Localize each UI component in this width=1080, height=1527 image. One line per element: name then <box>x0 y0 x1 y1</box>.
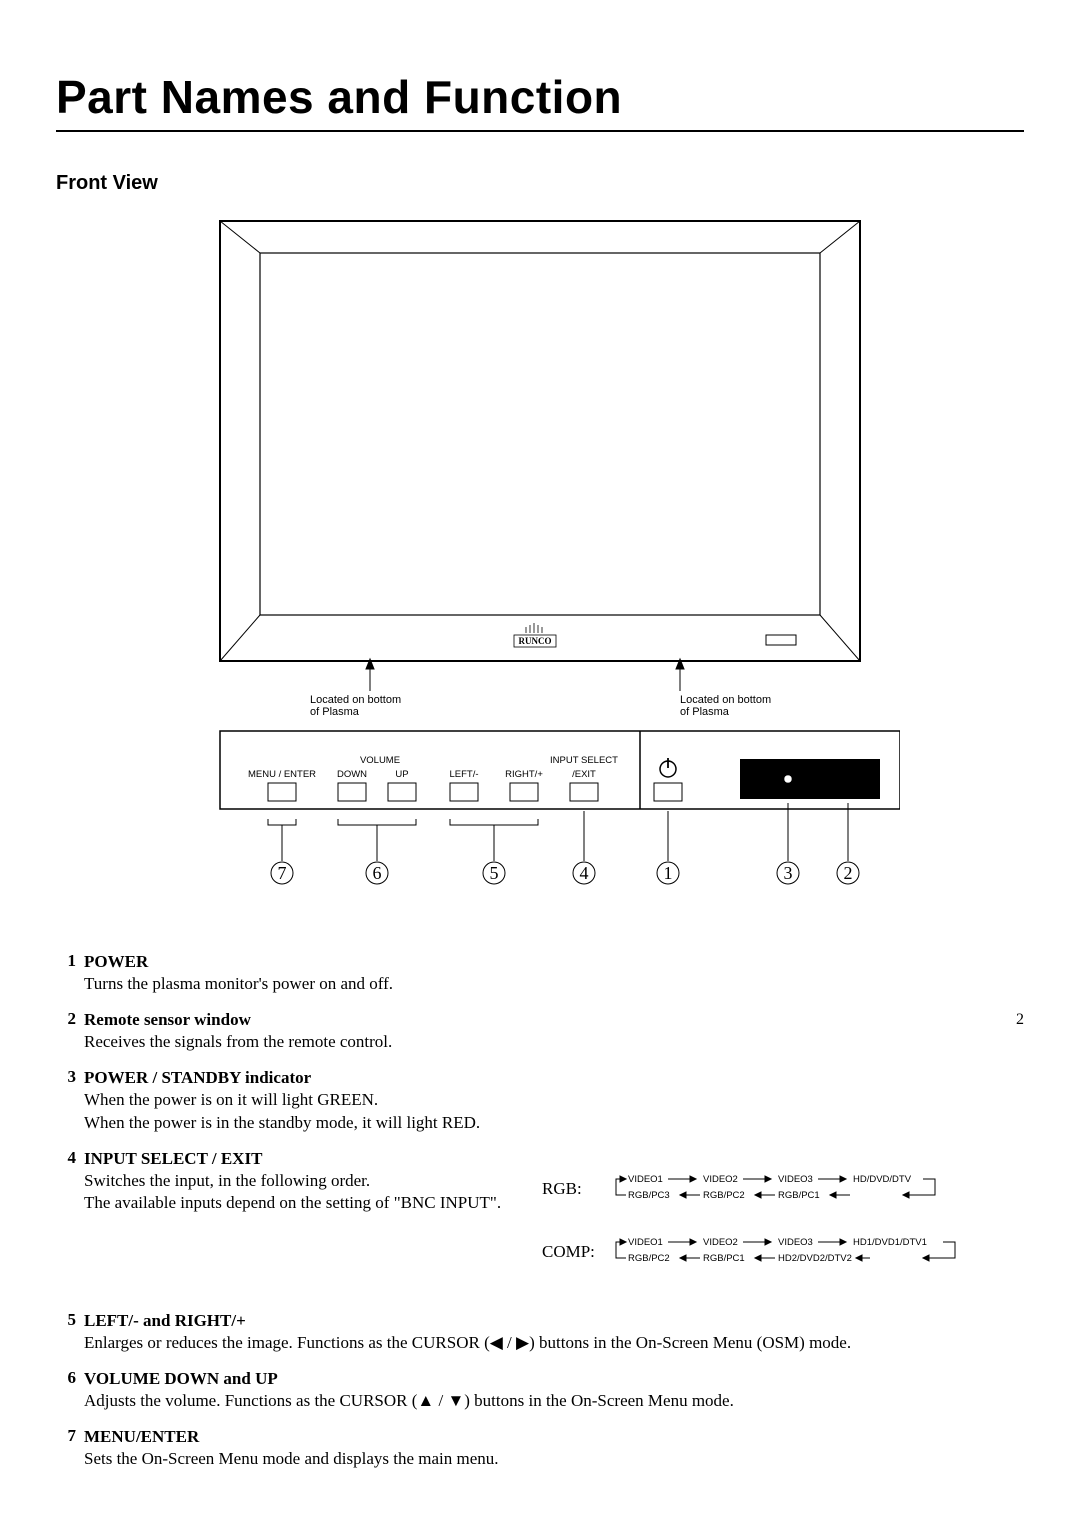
sequence-label: COMP: <box>542 1242 608 1262</box>
sequence-block: RGB: VIDEO1 VIDEO2 VIDEO3 HD/DVD/DTV RGB… <box>542 1170 988 1296</box>
item-6: 6 VOLUME DOWN and UP Adjusts the volume.… <box>56 1368 988 1412</box>
svg-text:2: 2 <box>844 863 853 883</box>
note-right: Located on bottom of Plasma <box>680 694 774 718</box>
svg-text:VIDEO2: VIDEO2 <box>703 1174 738 1185</box>
page-number: 2 <box>1016 1011 1024 1484</box>
item-label: MENU/ENTER <box>84 1426 988 1448</box>
item-number: 2 <box>56 1009 76 1053</box>
item-desc: Sets the On-Screen Menu mode and display… <box>84 1448 988 1470</box>
callout-lines <box>268 803 848 861</box>
svg-text:RIGHT/+: RIGHT/+ <box>505 769 543 780</box>
svg-text:RGB/PC1: RGB/PC1 <box>778 1190 820 1201</box>
item-number: 7 <box>56 1426 76 1470</box>
svg-text:LEFT/-: LEFT/- <box>449 769 478 780</box>
power-icon <box>660 758 676 777</box>
svg-text:VIDEO3: VIDEO3 <box>778 1174 813 1185</box>
svg-text:VIDEO3: VIDEO3 <box>778 1237 813 1248</box>
section-heading: Front View <box>56 172 1024 195</box>
svg-text:VIDEO1: VIDEO1 <box>628 1174 663 1185</box>
item-number: 1 <box>56 951 76 995</box>
item-4: 4 INPUT SELECT / EXIT Switches the input… <box>56 1148 988 1296</box>
note-left: Located on bottom of Plasma <box>310 694 404 718</box>
svg-text:1: 1 <box>664 863 673 883</box>
sensor-block <box>740 759 880 799</box>
sequence-comp: COMP: VIDEO1 VIDEO2 VIDEO3 HD1/DVD1/DTV1… <box>542 1233 988 1272</box>
tv-bezel <box>220 221 860 661</box>
item-desc: When the power is on it will light GREEN… <box>84 1089 988 1133</box>
item-3: 3 POWER / STANDBY indicator When the pow… <box>56 1067 988 1133</box>
front-view-diagram: RUNCO Located on bottom of Plasma Locate… <box>56 211 1024 911</box>
svg-text:RGB/PC2: RGB/PC2 <box>703 1190 745 1201</box>
panel-labels: MENU / ENTER VOLUME DOWN UP LEFT/- RIGHT… <box>248 755 618 780</box>
item-7: 7 MENU/ENTER Sets the On-Screen Menu mod… <box>56 1426 988 1470</box>
svg-text:VIDEO2: VIDEO2 <box>703 1237 738 1248</box>
item-label: LEFT/- and RIGHT/+ <box>84 1310 988 1332</box>
svg-text:RGB/PC1: RGB/PC1 <box>703 1253 745 1264</box>
svg-text:3: 3 <box>784 863 793 883</box>
leader-lines <box>366 659 684 691</box>
svg-text:VIDEO1: VIDEO1 <box>628 1237 663 1248</box>
item-label: VOLUME DOWN and UP <box>84 1368 988 1390</box>
svg-text:7: 7 <box>278 863 287 883</box>
svg-text:HD/DVD/DTV: HD/DVD/DTV <box>853 1174 912 1185</box>
svg-text:5: 5 <box>490 863 499 883</box>
svg-text:INPUT SELECT: INPUT SELECT <box>550 755 618 766</box>
power-button <box>654 783 682 801</box>
brand-badge: RUNCO <box>514 623 556 647</box>
page-title: Part Names and Function <box>56 70 1024 124</box>
svg-text:RGB/PC3: RGB/PC3 <box>628 1190 670 1201</box>
svg-text:RUNCO: RUNCO <box>519 636 552 646</box>
svg-text:6: 6 <box>373 863 382 883</box>
indicator-slot <box>766 635 796 645</box>
item-label: INPUT SELECT / EXIT <box>84 1148 514 1170</box>
svg-text:UP: UP <box>395 769 408 780</box>
item-label: Remote sensor window <box>84 1009 988 1031</box>
description-columns: 1 POWER Turns the plasma monitor's power… <box>56 951 1024 1484</box>
item-desc: Switches the input, in the following ord… <box>84 1170 514 1214</box>
svg-text:HD1/DVD1/DTV1: HD1/DVD1/DTV1 <box>853 1237 927 1248</box>
item-label: POWER <box>84 951 988 973</box>
svg-text:MENU / ENTER: MENU / ENTER <box>248 769 316 780</box>
svg-text:VOLUME: VOLUME <box>360 755 400 766</box>
item-number: 6 <box>56 1368 76 1412</box>
svg-text:/EXIT: /EXIT <box>572 769 596 780</box>
sequence-rgb: RGB: VIDEO1 VIDEO2 VIDEO3 HD/DVD/DTV RGB… <box>542 1170 988 1209</box>
item-desc: Turns the plasma monitor's power on and … <box>84 973 988 995</box>
item-number: 4 <box>56 1148 76 1296</box>
item-5: 5 LEFT/- and RIGHT/+ Enlarges or reduces… <box>56 1310 988 1354</box>
sensor-dot <box>784 775 792 783</box>
item-desc: Enlarges or reduces the image. Functions… <box>84 1332 988 1354</box>
left-column: 1 POWER Turns the plasma monitor's power… <box>56 951 988 1484</box>
svg-text:HD2/DVD2/DTV2: HD2/DVD2/DTV2 <box>778 1253 852 1264</box>
panel-buttons <box>268 783 598 801</box>
item-2: 2 Remote sensor window Receives the sign… <box>56 1009 988 1053</box>
item-number: 5 <box>56 1310 76 1354</box>
svg-text:4: 4 <box>580 863 589 883</box>
item-label: POWER / STANDBY indicator <box>84 1067 988 1089</box>
sequence-label: RGB: <box>542 1179 608 1199</box>
title-rule <box>56 130 1024 132</box>
item-number: 3 <box>56 1067 76 1133</box>
svg-text:RGB/PC2: RGB/PC2 <box>628 1253 670 1264</box>
svg-text:DOWN: DOWN <box>337 769 367 780</box>
item-desc: Receives the signals from the remote con… <box>84 1031 988 1053</box>
callout-numbers: 7 6 5 4 1 3 2 <box>271 862 859 884</box>
item-desc: Adjusts the volume. Functions as the CUR… <box>84 1390 988 1412</box>
item-1: 1 POWER Turns the plasma monitor's power… <box>56 951 988 995</box>
right-column: 5 LEFT/- and RIGHT/+ Enlarges or reduces… <box>56 1310 988 1471</box>
